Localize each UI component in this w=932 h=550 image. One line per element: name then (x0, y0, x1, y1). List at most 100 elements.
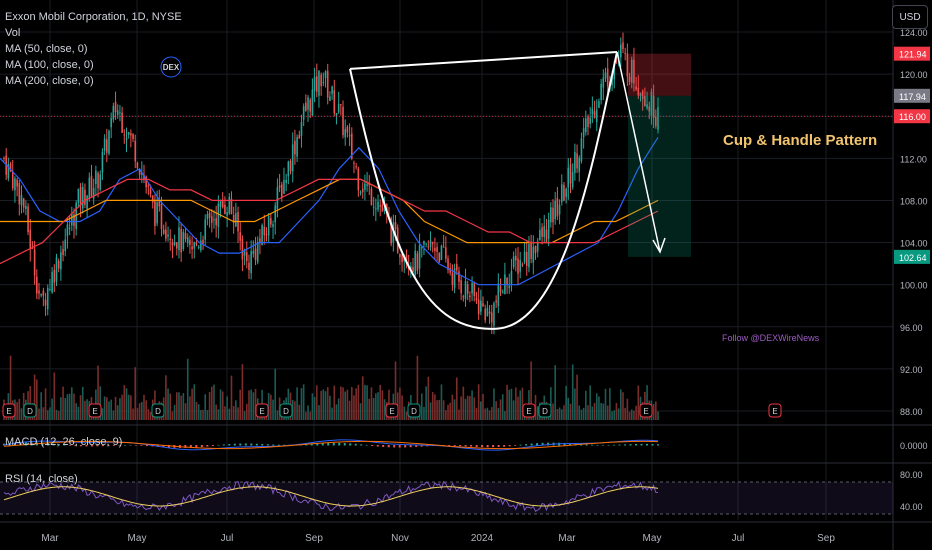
candle-body (232, 215, 235, 223)
volume-bar (379, 384, 382, 420)
candle-body (245, 252, 248, 262)
volume-bar (427, 376, 430, 420)
event-marker (255, 403, 269, 418)
candle-body (125, 138, 128, 140)
macd-histogram-bar (629, 444, 632, 446)
currency-button[interactable]: USD (892, 5, 928, 29)
candle-body (278, 185, 281, 188)
volume-bar (495, 401, 497, 420)
volume-bar (582, 407, 585, 420)
volume-bar (574, 388, 576, 420)
volume-bar (147, 409, 150, 420)
candle-body (458, 271, 460, 282)
ma50-label[interactable]: MA (50, close, 0) (5, 43, 88, 55)
candle-body (576, 153, 578, 169)
volume-bar (593, 402, 596, 420)
candle-body (127, 132, 130, 135)
volume-bar (399, 387, 401, 420)
volume-bar (221, 391, 224, 420)
candle-body (589, 117, 591, 124)
candle-body (399, 254, 401, 258)
volume-bar (101, 408, 104, 420)
x-tick-label: May (643, 533, 662, 544)
volume-bar (624, 407, 626, 420)
candle-body (335, 113, 338, 116)
candle-body (60, 252, 62, 270)
candle-body (184, 233, 187, 239)
candle-body (219, 200, 222, 207)
macd-histogram-bar (134, 445, 137, 446)
macd-histogram-bar (404, 445, 407, 448)
candle-body (543, 225, 546, 237)
y-tick-label: 124.00 (900, 28, 928, 38)
volume-bar (423, 406, 425, 420)
volume-bar (425, 386, 427, 420)
rsi-axis-label: 40.00 (900, 502, 923, 512)
candle-body (156, 202, 158, 224)
candle-body (11, 171, 14, 189)
candle-body (342, 106, 344, 136)
candle-body (138, 169, 141, 175)
volume-bar (510, 388, 513, 420)
candle-body (346, 126, 349, 133)
ma100-label[interactable]: MA (100, close, 0) (5, 59, 94, 71)
volume-bar (331, 407, 333, 420)
candle-body (394, 221, 397, 229)
candle-body (88, 177, 91, 199)
y-tick-label: 96.00 (900, 323, 923, 333)
volume-bar (237, 407, 239, 420)
candle-body (550, 207, 552, 223)
volume-bar (114, 396, 117, 420)
candle-body (515, 255, 517, 261)
candle-body (405, 254, 408, 264)
candle-body (178, 227, 180, 251)
symbol-title[interactable]: Exxon Mobil Corporation, 1D, NYSE (5, 11, 182, 23)
volume-bar (578, 405, 581, 420)
volume-bar (204, 394, 207, 420)
volume-bar (106, 397, 108, 420)
vol-label[interactable]: Vol (5, 27, 21, 39)
candle-body (84, 189, 86, 205)
candle-body (523, 251, 526, 263)
volume-bar (108, 401, 110, 420)
volume-bar (165, 375, 167, 420)
macd-histogram-bar (354, 443, 357, 446)
candle-body (541, 227, 543, 237)
candle-body (195, 242, 198, 245)
macd-label[interactable]: MACD (12, 26, close, 9) (5, 436, 123, 448)
candle-body (136, 162, 139, 168)
candle-body (235, 213, 237, 227)
rsi-label[interactable]: RSI (14, close) (5, 473, 78, 485)
candle-body (217, 203, 220, 227)
macd-histogram-bar (640, 443, 643, 446)
event-marker (2, 403, 16, 418)
volume-bar (309, 411, 312, 420)
candle-body (309, 99, 312, 112)
volume-bar (267, 393, 270, 420)
candle-body (368, 183, 371, 186)
candle-body (628, 76, 631, 82)
macd-histogram-bar (13, 442, 16, 446)
event-marker-label: D (542, 407, 548, 416)
volume-bar (53, 372, 56, 420)
candle-body (38, 290, 40, 294)
candle-body (591, 108, 594, 115)
volume-bar (630, 409, 633, 420)
volume-bar (569, 403, 572, 420)
volume-bar (110, 399, 112, 420)
volume-bar (606, 405, 609, 420)
candle-body (554, 200, 556, 219)
ma200-label[interactable]: MA (200, close, 0) (5, 75, 94, 87)
price-tag-bg (894, 109, 930, 124)
x-tick-label: Mar (41, 533, 59, 544)
candle-body (598, 101, 600, 108)
volume-bar (232, 405, 235, 420)
volume-bar (173, 404, 176, 420)
volume-bar (79, 395, 82, 420)
candle-body (182, 231, 185, 249)
x-tick-label: Jul (732, 533, 745, 544)
macd-histogram-bar (316, 443, 319, 446)
volume-bar (464, 398, 467, 420)
macd-histogram-bar (519, 444, 522, 446)
